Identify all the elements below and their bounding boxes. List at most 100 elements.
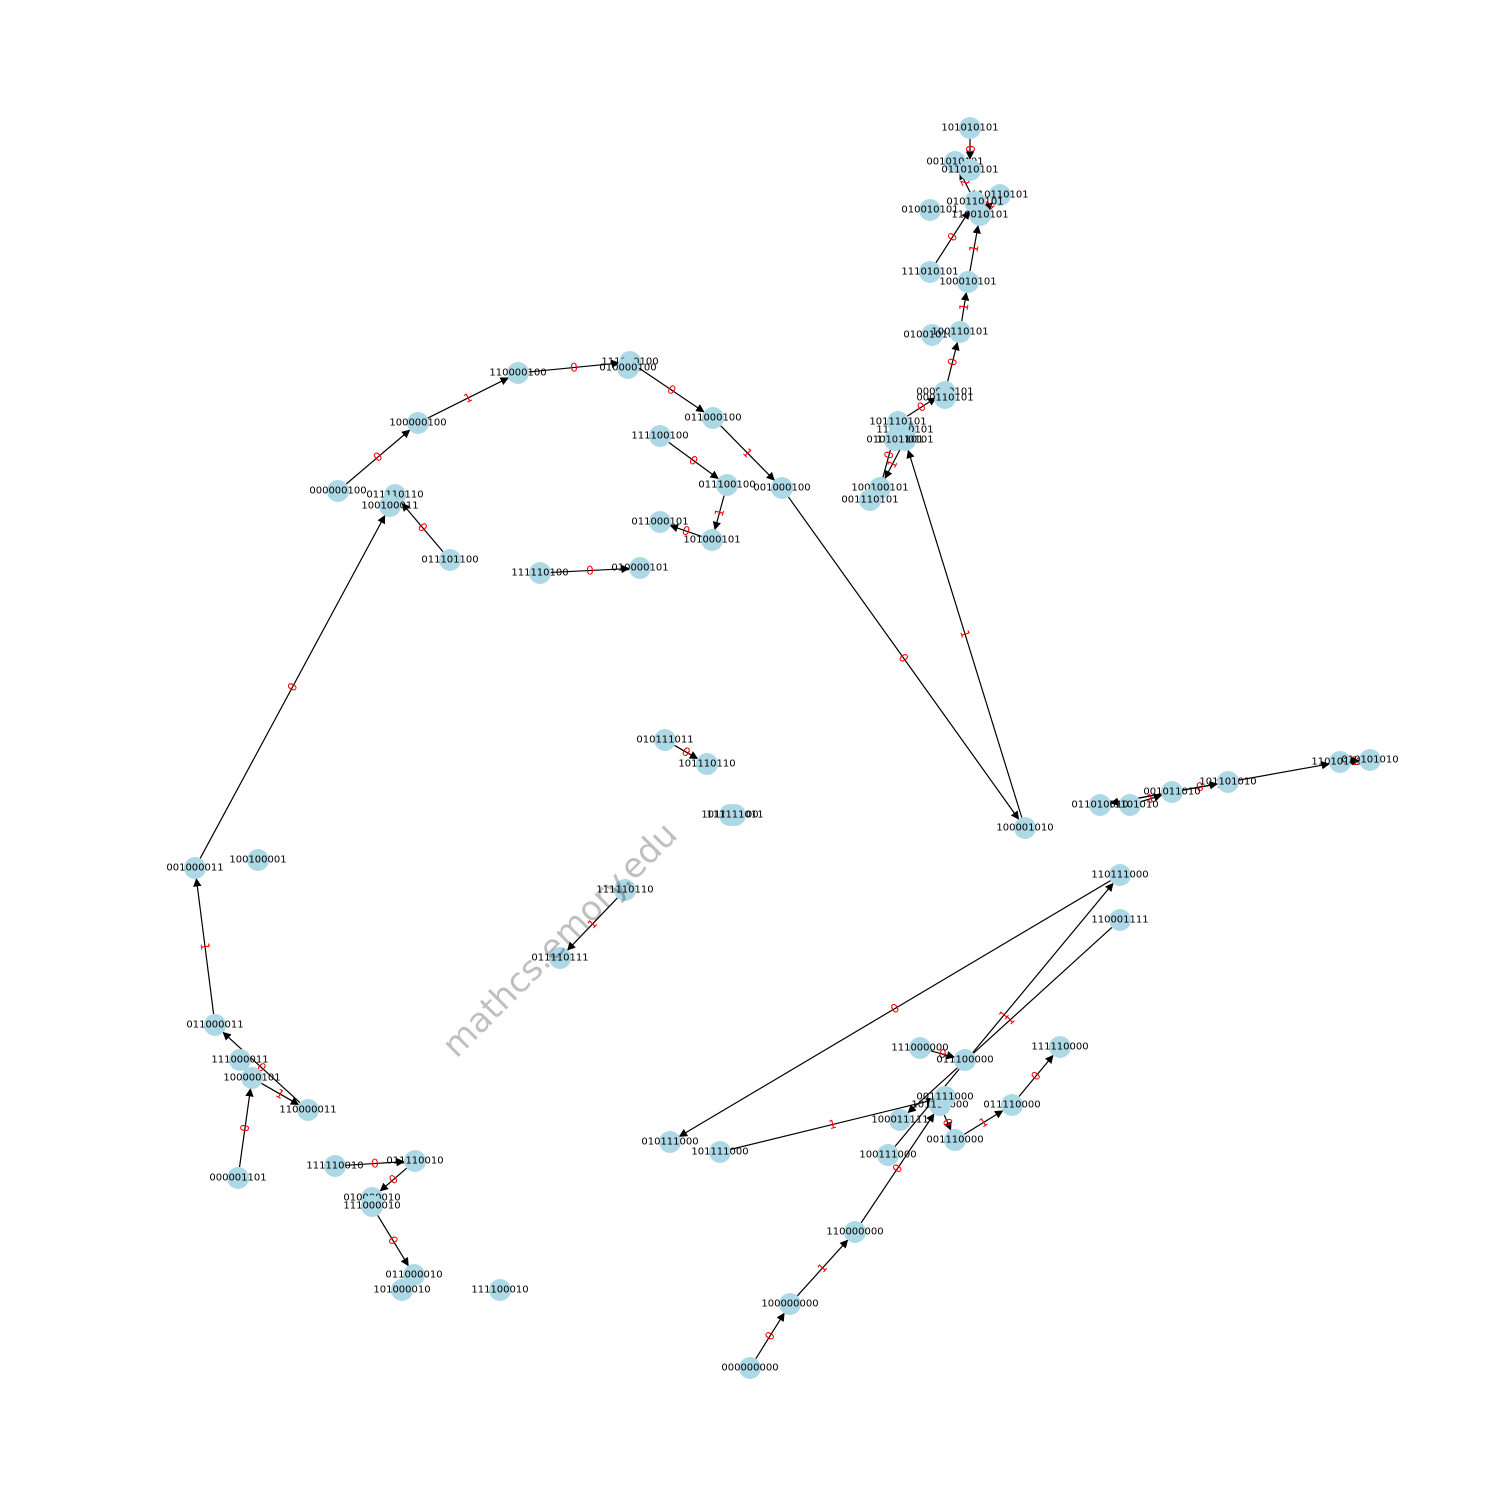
node-circle: [1109, 909, 1131, 931]
edge-011101100-011110110: [401, 502, 444, 552]
node-label: 110000011: [279, 1105, 336, 1116]
node-label: 100000101: [223, 1073, 280, 1084]
node-label: 111101010: [1101, 800, 1158, 811]
edge-label: 0: [285, 680, 301, 693]
graph-node: 011100100: [698, 474, 756, 496]
node-label: 100111000: [859, 1150, 916, 1161]
node-circle: [701, 529, 723, 551]
node-label: 111000000: [891, 1043, 948, 1054]
node-circle: [649, 511, 671, 533]
graph-node: 000000000: [721, 1357, 779, 1379]
edge-label: 0: [238, 1123, 253, 1133]
edge-label: 0: [945, 357, 960, 368]
edge-layer: [193, 139, 1360, 1359]
node-circle: [614, 879, 636, 901]
graph-node: 110101010: [1311, 751, 1369, 773]
graph-node: 101110110: [678, 753, 736, 775]
node-label: 001000011: [166, 863, 223, 874]
graph-node: 111000010: [343, 1195, 401, 1217]
edge-label: 1: [712, 507, 728, 518]
node-circle: [247, 849, 269, 871]
edge-001000011-100100011: [199, 514, 386, 859]
node-circle: [629, 557, 651, 579]
edge-label: 0: [686, 453, 700, 469]
node-label: 001111000: [916, 1092, 973, 1103]
graph-node: 001000011: [166, 857, 224, 879]
edge-label: 1: [827, 1117, 838, 1132]
graph-node: 101111000: [691, 1141, 749, 1163]
node-label: 011010101: [941, 165, 998, 176]
graph-node: 110010101: [951, 204, 1009, 226]
node-circle: [739, 1357, 761, 1379]
node-circle: [919, 199, 941, 221]
node-label: 110110101: [971, 190, 1028, 201]
node-label: 100100101: [851, 483, 908, 494]
node-label: 000001101: [209, 1173, 266, 1184]
node-circle: [379, 495, 401, 517]
graph-node: 010111011: [636, 729, 694, 751]
graph-node: 100110101: [931, 321, 989, 343]
edge-111110010-011110010: [345, 1157, 405, 1167]
node-label: 110111000: [1091, 870, 1148, 881]
edge-110000100-111000100: [528, 359, 620, 373]
node-label: 101110101: [869, 417, 926, 428]
node-circle: [324, 1155, 346, 1177]
graph-node: 100010101: [939, 271, 997, 293]
edge-label: 1: [957, 628, 973, 639]
graph-node: 111000000: [891, 1037, 949, 1059]
node-label: 111110100: [511, 568, 568, 579]
edge-100000000-110000000: [796, 1239, 849, 1297]
node-circle: [921, 324, 943, 346]
node-label: 111100100: [631, 431, 688, 442]
node-circle: [489, 1279, 511, 1301]
node-circle: [716, 474, 738, 496]
edge-label: 0: [940, 1116, 956, 1129]
node-circle: [241, 1067, 263, 1089]
node-circle: [969, 204, 991, 226]
node-circle: [934, 1086, 956, 1108]
graph-node: 011110010: [386, 1150, 444, 1172]
edge-label: 0: [945, 230, 961, 244]
graph-node: 000110101: [916, 387, 974, 409]
edge-101110000-001110000: [943, 1114, 952, 1131]
graph-node: 001111000: [916, 1086, 974, 1108]
edge-label: 1: [977, 1115, 991, 1131]
graph-node: 100000100: [389, 412, 447, 434]
graph-node: 110000100: [489, 362, 547, 384]
edge-110000011-011000011: [222, 1031, 301, 1104]
node-label: 110000000: [826, 1227, 883, 1238]
graph-node: 010101101: [866, 429, 924, 451]
graph-node: 111110010: [306, 1155, 364, 1177]
node-circle: [327, 480, 349, 502]
node-circle: [919, 261, 941, 283]
edge-101000101-011000101: [669, 524, 702, 537]
graph-node: 010000100: [599, 357, 657, 379]
graph-node: 110111000: [1091, 864, 1149, 886]
node-label: 111111011: [706, 810, 763, 821]
edge-001110000-011110000: [964, 1110, 1004, 1135]
node-circle: [617, 357, 639, 379]
graph-node: 011010101: [941, 159, 999, 181]
graph-node: 110000011: [279, 1099, 337, 1121]
edge-111010101-010110101: [935, 210, 970, 264]
edge-100000100-110000100: [427, 377, 509, 419]
node-circle: [204, 1014, 226, 1036]
node-circle: [1359, 749, 1381, 771]
edge-label: 0: [371, 449, 386, 465]
graph-node: 110110101: [971, 184, 1029, 206]
edge-101110101-000010101: [906, 397, 937, 417]
node-label: 111110000: [1031, 1042, 1088, 1053]
edge-111000000-011100000: [930, 1050, 956, 1060]
node-circle: [1049, 1036, 1071, 1058]
edge-100110101-100010101: [960, 292, 970, 322]
edge-label-layer: 0100101011000111020010010001010001011010…: [198, 145, 1360, 1343]
node-label: 110101010: [1311, 757, 1368, 768]
node-circle: [989, 184, 1011, 206]
node-label: 010111011: [636, 735, 693, 746]
node-label: 010010101: [901, 205, 958, 216]
node-circle: [889, 1109, 911, 1131]
node-circle: [949, 321, 971, 343]
edge-111101010-001011010: [1140, 793, 1163, 803]
node-circle: [529, 562, 551, 584]
node-circle: [884, 429, 906, 451]
